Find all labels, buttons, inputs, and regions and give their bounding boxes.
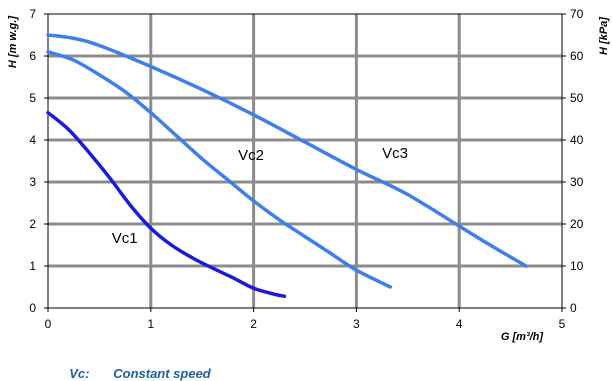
footnote: Vc: Constant speed <box>62 351 211 381</box>
y-right-tick-label: 40 <box>570 133 584 147</box>
curve-vc1 <box>46 110 287 298</box>
curves <box>46 33 528 298</box>
y-left-tick-label: 0 <box>29 301 36 315</box>
curve-vc2 <box>46 50 393 289</box>
x-axis-title: G [m³/h] <box>501 331 543 343</box>
x-tick-label: 1 <box>147 317 154 331</box>
y-left-tick-label: 4 <box>29 133 36 147</box>
plot-frame <box>47 13 563 309</box>
x-tick-label: 4 <box>456 317 463 331</box>
y-right-tick-label: 50 <box>570 91 584 105</box>
y-left-tick-label: 1 <box>29 259 36 273</box>
y-right-tick-label: 60 <box>570 49 584 63</box>
y-right-tick-label: 0 <box>570 301 577 315</box>
x-tick-label: 2 <box>250 317 257 331</box>
y-left-tick-label: 6 <box>29 49 36 63</box>
y-left-tick-label: 5 <box>29 91 36 105</box>
curve-label-vc1: Vc1 <box>112 230 138 247</box>
y-left-tick-label: 2 <box>29 217 36 231</box>
curve-labels: Vc1 Vc2 Vc3 <box>112 145 408 247</box>
y-left-axis-title: H [m w.g.] <box>7 16 19 68</box>
y-right-tick-label: 20 <box>570 217 584 231</box>
x-tick-label: 0 <box>45 317 52 331</box>
x-tick-label: 3 <box>353 317 360 331</box>
curve-vc3 <box>46 33 528 268</box>
y-right-tick-label: 10 <box>570 259 584 273</box>
y-right-tick-label: 70 <box>570 7 584 21</box>
curve-label-vc3: Vc3 <box>382 145 408 162</box>
y-left-tick-label: 7 <box>29 7 36 21</box>
x-tick-label: 5 <box>559 317 566 331</box>
curve-label-vc2: Vc2 <box>238 147 264 164</box>
y-left-tick-label: 3 <box>29 175 36 189</box>
y-right-axis-title: H [kPa] <box>598 17 610 55</box>
grid-lines <box>48 14 562 308</box>
y-right-tick-label: 30 <box>570 175 584 189</box>
